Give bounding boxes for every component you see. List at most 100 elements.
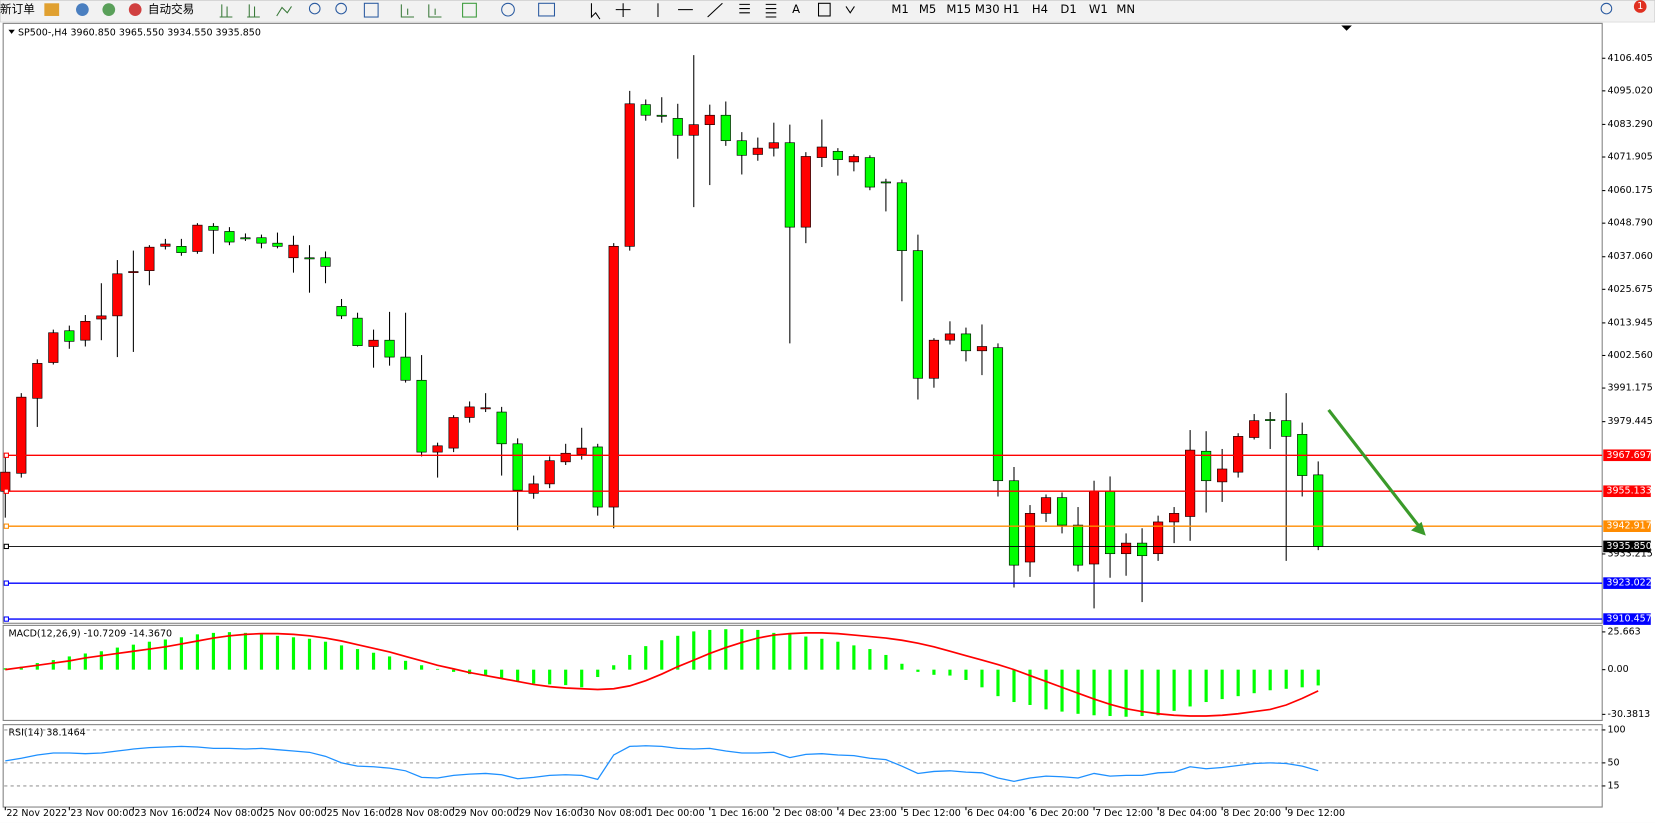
macd-bar <box>516 669 520 682</box>
y-tick-label: 4048.790 <box>1607 218 1652 229</box>
icon[interactable] <box>276 6 292 17</box>
icon[interactable] <box>817 2 831 17</box>
candle-body <box>352 317 363 346</box>
timeframe-button[interactable]: W1 <box>1089 2 1108 16</box>
icon[interactable] <box>76 3 89 16</box>
new-order-button[interactable]: 新订单 <box>0 2 35 16</box>
icon[interactable] <box>102 3 116 16</box>
candle-body <box>768 142 779 149</box>
candle-body <box>992 347 1004 482</box>
timeframe-button[interactable]: M1 <box>891 2 908 16</box>
macd-bar <box>339 645 344 670</box>
candle-body <box>1169 513 1180 523</box>
icon[interactable] <box>707 2 723 18</box>
candle-body <box>1056 497 1068 526</box>
candle-body <box>1121 542 1132 555</box>
icon[interactable] <box>845 6 855 14</box>
candle-body <box>704 114 715 125</box>
candle-body <box>1008 480 1020 566</box>
macd-bar <box>868 649 872 670</box>
price-level-tag <box>1603 613 1651 625</box>
candle-body <box>128 271 139 273</box>
macd-bar <box>211 632 216 670</box>
y-tick-label: 3933.215 <box>1607 548 1652 559</box>
timeframe-button[interactable]: MN <box>1116 2 1135 16</box>
icon[interactable] <box>462 2 477 18</box>
macd-bar <box>932 669 936 675</box>
icon[interactable] <box>501 2 515 17</box>
macd-bar <box>371 652 376 670</box>
icon[interactable] <box>219 4 233 18</box>
macd-bar <box>1044 669 1048 710</box>
macd-bar <box>628 654 632 670</box>
icon[interactable] <box>765 3 777 18</box>
icon[interactable] <box>615 3 631 18</box>
y-tick-label: 4083.290 <box>1607 119 1652 130</box>
icon[interactable] <box>335 2 347 15</box>
candle-body <box>976 346 988 352</box>
candle-body <box>944 333 956 341</box>
y-tick-label: 4002.560 <box>1607 350 1652 361</box>
x-tick-label: 25 Nov 16:00 <box>327 808 391 819</box>
candle-body <box>448 417 459 449</box>
macd-bar <box>1092 669 1096 716</box>
price-level-marker <box>3 580 9 586</box>
macd-bar <box>1284 669 1288 689</box>
candle-body <box>1024 513 1036 563</box>
candle-body <box>1233 436 1244 473</box>
candle-body <box>1040 497 1052 514</box>
trend-arrow <box>1327 408 1422 530</box>
candle-body <box>560 452 571 463</box>
candle-body <box>224 231 235 243</box>
candle-body <box>160 243 171 247</box>
icon[interactable] <box>538 2 556 17</box>
candle-body <box>480 407 491 410</box>
timeframe-button[interactable]: M30 <box>975 2 1000 16</box>
icon[interactable] <box>590 3 601 20</box>
y-tick-label: 4025.675 <box>1607 284 1652 295</box>
search-icon[interactable] <box>1600 2 1613 15</box>
icon[interactable] <box>44 3 60 16</box>
candle-body <box>464 406 475 418</box>
macd-bar <box>724 629 728 670</box>
candle-body <box>432 445 443 453</box>
timeframe-button[interactable]: M5 <box>919 2 936 16</box>
macd-bar <box>1028 669 1032 705</box>
timeframe-button[interactable]: D1 <box>1060 2 1076 16</box>
notification-badge[interactable] <box>1633 0 1647 13</box>
price-level-label: 3955.133 <box>1606 486 1651 497</box>
candle-body <box>832 150 843 160</box>
x-tick-label: 6 Dec 04:00 <box>967 808 1025 819</box>
x-tick-label: 1 Dec 16:00 <box>711 808 769 819</box>
price-level-marker <box>3 543 9 550</box>
candle-body <box>1201 450 1212 482</box>
x-tick-label: 23 Nov 16:00 <box>134 808 198 819</box>
icon[interactable] <box>428 4 442 18</box>
x-tick-label: 22 Nov 2022 <box>6 808 67 819</box>
icon[interactable] <box>308 2 321 15</box>
text-tool-button[interactable]: A <box>792 2 800 16</box>
x-tick-label: 29 Nov 00:00 <box>455 808 519 819</box>
x-tick-label: 30 Nov 08:00 <box>583 808 647 819</box>
price-level-marker <box>3 523 9 529</box>
icon[interactable] <box>247 4 260 18</box>
candle-body <box>368 339 379 347</box>
macd-bar <box>500 669 504 679</box>
macd-bar <box>115 647 119 670</box>
timeframe-button[interactable]: M15 <box>946 2 971 16</box>
candle-body <box>656 114 667 117</box>
candle-body <box>752 147 763 155</box>
macd-bar <box>580 669 584 688</box>
y-tick-label: 25.663 <box>1607 626 1640 637</box>
icon[interactable] <box>363 2 379 18</box>
timeframe-button[interactable]: H1 <box>1003 2 1019 16</box>
icon[interactable] <box>128 3 142 16</box>
timeframe-button[interactable]: H4 <box>1032 2 1048 16</box>
auto-trading-button[interactable]: 自动交易 <box>148 2 194 16</box>
icon[interactable] <box>400 4 415 18</box>
macd-bar <box>323 641 328 670</box>
price-level-label: 3910.457 <box>1606 614 1651 625</box>
icon[interactable] <box>739 3 750 14</box>
y-tick-label: 50 <box>1607 757 1619 768</box>
macd-bar <box>756 629 760 670</box>
